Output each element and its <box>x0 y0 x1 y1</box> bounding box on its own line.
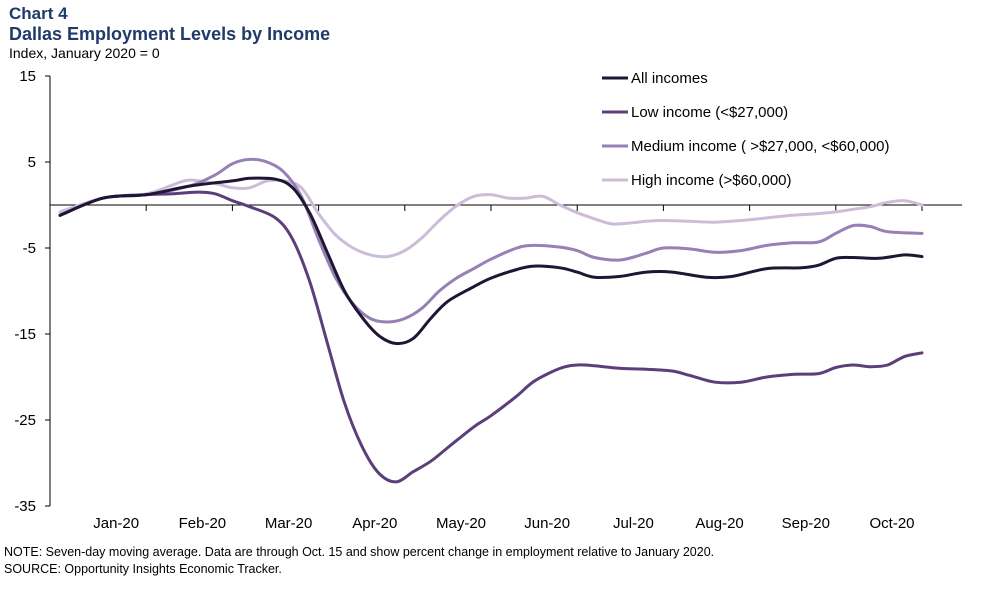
series-line-2 <box>58 157 924 324</box>
series-line-1 <box>58 190 924 484</box>
chart-subtitle: Index, January 2020 = 0 <box>9 45 160 61</box>
x-tick-label: Oct-20 <box>869 515 914 532</box>
x-tick-label: Feb-20 <box>179 515 227 532</box>
chart-note: NOTE: Seven-day moving average. Data are… <box>4 545 715 559</box>
legend-label-1: Low income (<$27,000) <box>631 104 788 121</box>
x-tick-label: Sep-20 <box>782 515 830 532</box>
y-tick-label: -5 <box>23 240 36 257</box>
series-line-0 <box>58 176 924 346</box>
chart-footer: NOTE: Seven-day moving average. Data are… <box>4 544 714 578</box>
x-tick-label: Apr-20 <box>352 515 397 532</box>
y-tick-label: -15 <box>14 326 36 343</box>
y-tick-label: 5 <box>28 154 36 171</box>
chart-title: Dallas Employment Levels by Income <box>9 24 331 44</box>
x-tick-label: Mar-20 <box>265 515 313 532</box>
x-tick-label: Aug-20 <box>695 515 743 532</box>
line-chart: 15 5 -5 -15 -25 -35 Jan-20 Feb-20 Mar-20 Apr-20 Ma… <box>14 68 962 532</box>
chart-number-label: Chart 4 <box>9 4 68 23</box>
chart-source: SOURCE: Opportunity Insights Economic Tr… <box>4 562 282 576</box>
y-tick-label: 15 <box>19 68 36 85</box>
x-tick-label: Jun-20 <box>524 515 570 532</box>
legend-label-2: Medium income ( >$27,000, <$60,000) <box>631 138 890 155</box>
y-tick-label: -35 <box>14 498 36 515</box>
chart-header: Chart 4 Dallas Employment Levels by Inco… <box>9 4 330 62</box>
y-tick-label: -25 <box>14 412 36 429</box>
legend-label-3: High income (>$60,000) <box>631 172 792 189</box>
legend-label-0: All incomes <box>631 70 708 87</box>
series-line-3 <box>58 178 924 259</box>
x-tick-label: Jul-20 <box>613 515 654 532</box>
x-tick-label: May-20 <box>436 515 486 532</box>
x-tick-label: Jan-20 <box>93 515 139 532</box>
